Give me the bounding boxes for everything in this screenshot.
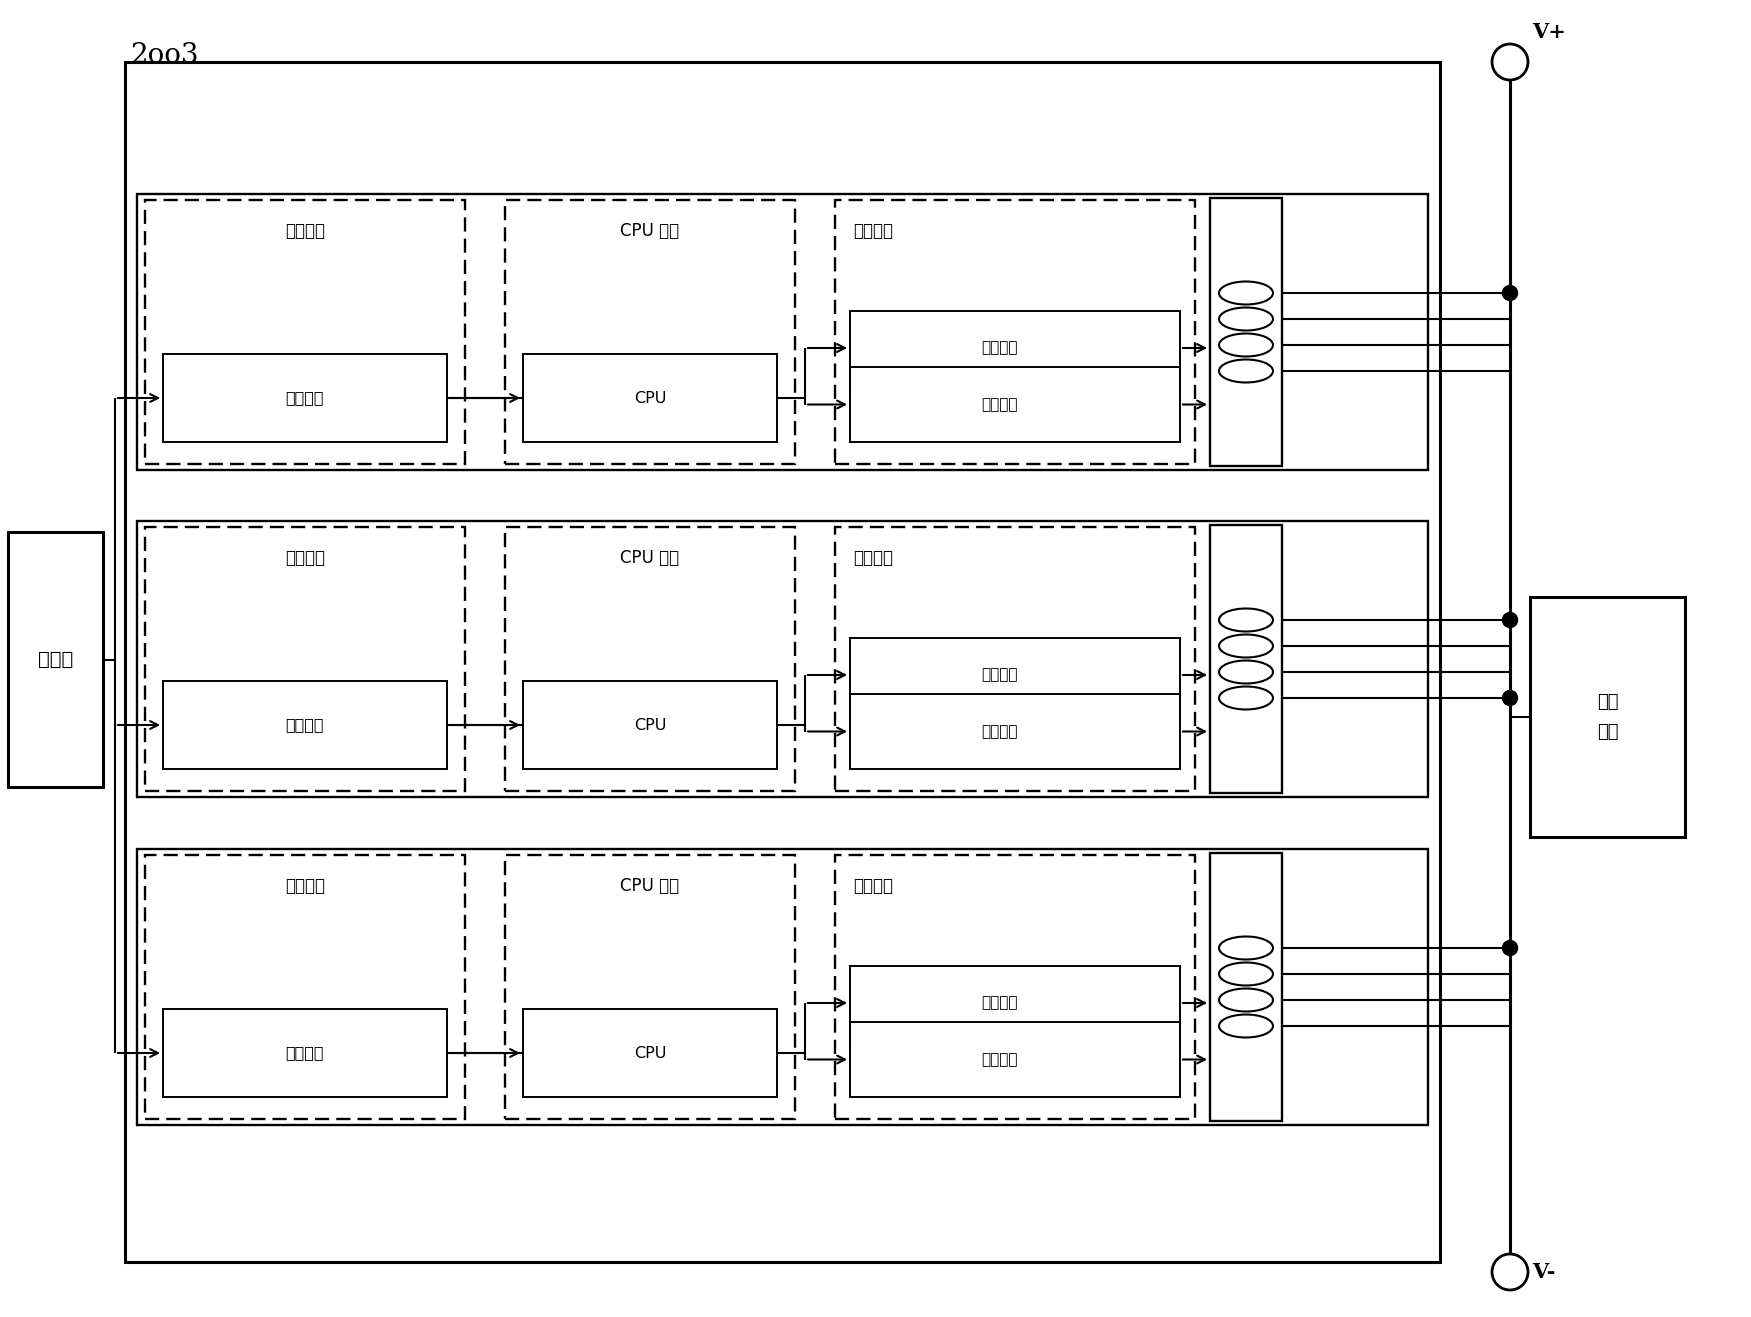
Text: 输入模块: 输入模块 xyxy=(285,877,326,896)
Bar xyxy=(1530,597,1684,838)
Text: CPU 模块: CPU 模块 xyxy=(620,877,679,896)
Bar xyxy=(137,194,1429,470)
Bar xyxy=(163,681,447,769)
Bar xyxy=(145,527,466,792)
Text: 输入回路: 输入回路 xyxy=(285,1046,324,1060)
Bar xyxy=(835,527,1194,792)
Bar xyxy=(849,1022,1180,1097)
Bar xyxy=(849,367,1180,443)
Bar xyxy=(504,527,795,792)
Bar xyxy=(524,1009,777,1097)
Text: 执行
机构: 执行 机构 xyxy=(1597,693,1618,740)
Text: 输出回路: 输出回路 xyxy=(982,396,1019,412)
Bar xyxy=(504,855,795,1119)
Ellipse shape xyxy=(1219,333,1273,357)
Bar xyxy=(849,637,1180,712)
Circle shape xyxy=(1502,940,1518,956)
Text: 传感器: 传感器 xyxy=(39,651,74,669)
Bar xyxy=(145,855,466,1119)
Ellipse shape xyxy=(1219,608,1273,631)
Bar xyxy=(1210,853,1282,1121)
Text: V+: V+ xyxy=(1532,22,1565,42)
Ellipse shape xyxy=(1219,963,1273,985)
Bar xyxy=(849,311,1180,386)
Circle shape xyxy=(1502,690,1518,706)
Circle shape xyxy=(1502,612,1518,627)
Text: CPU 模块: CPU 模块 xyxy=(620,549,679,568)
Text: 输出回路: 输出回路 xyxy=(982,996,1019,1010)
Bar xyxy=(849,965,1180,1040)
Text: CPU: CPU xyxy=(634,718,665,732)
Text: 输入回路: 输入回路 xyxy=(285,391,324,406)
Ellipse shape xyxy=(1219,282,1273,304)
Bar xyxy=(145,200,466,464)
Bar xyxy=(1210,198,1282,466)
Text: 输出回路: 输出回路 xyxy=(982,668,1019,682)
Text: 2oo3: 2oo3 xyxy=(130,42,198,68)
Bar xyxy=(9,532,103,788)
Ellipse shape xyxy=(1219,989,1273,1011)
Circle shape xyxy=(1492,1254,1529,1289)
Bar xyxy=(849,694,1180,769)
Bar xyxy=(163,1009,447,1097)
Bar xyxy=(163,354,447,443)
Text: CPU: CPU xyxy=(634,1046,665,1060)
Ellipse shape xyxy=(1219,1014,1273,1038)
Ellipse shape xyxy=(1219,360,1273,382)
Text: 输入模块: 输入模块 xyxy=(285,549,326,568)
Text: CPU 模块: CPU 模块 xyxy=(620,223,679,240)
Text: 输出回路: 输出回路 xyxy=(982,341,1019,356)
Text: CPU: CPU xyxy=(634,391,665,406)
Bar xyxy=(1210,525,1282,793)
Text: 输出模块: 输出模块 xyxy=(853,223,893,240)
Ellipse shape xyxy=(1219,686,1273,710)
Text: 输出回路: 输出回路 xyxy=(982,1052,1019,1067)
Text: 输出模块: 输出模块 xyxy=(853,877,893,896)
Ellipse shape xyxy=(1219,936,1273,960)
Text: 输出回路: 输出回路 xyxy=(982,724,1019,739)
Text: 输入模块: 输入模块 xyxy=(285,223,326,240)
Ellipse shape xyxy=(1219,661,1273,684)
Ellipse shape xyxy=(1219,307,1273,331)
Bar xyxy=(137,849,1429,1125)
Circle shape xyxy=(1502,286,1518,300)
Circle shape xyxy=(1492,43,1529,80)
Bar xyxy=(124,62,1439,1262)
Bar xyxy=(524,354,777,443)
Text: V-: V- xyxy=(1532,1262,1555,1281)
Text: 输入回路: 输入回路 xyxy=(285,718,324,732)
Text: 输出模块: 输出模块 xyxy=(853,549,893,568)
Bar xyxy=(835,200,1194,464)
Bar xyxy=(137,522,1429,797)
Bar xyxy=(524,681,777,769)
Bar xyxy=(504,200,795,464)
Bar xyxy=(835,855,1194,1119)
Ellipse shape xyxy=(1219,635,1273,657)
